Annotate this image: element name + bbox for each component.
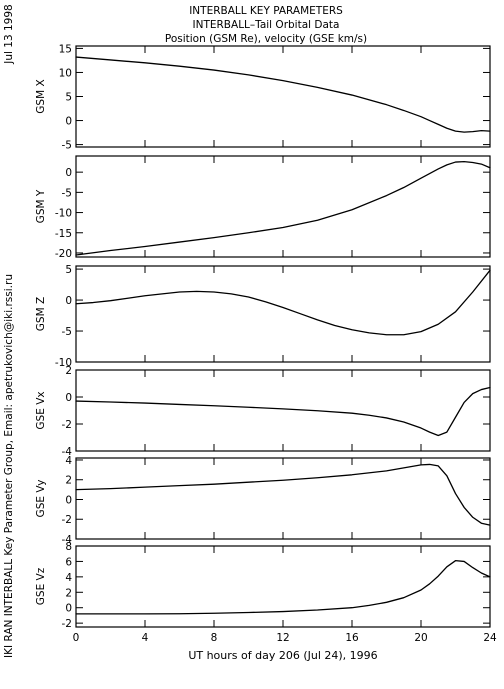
y-tick-label: 0	[65, 167, 72, 179]
y-tick-label: 8	[65, 541, 72, 553]
y-tick-label: -2	[62, 419, 72, 431]
series-line-gsm-z	[75, 269, 491, 336]
x-tick-label: 4	[142, 632, 149, 644]
y-axis-label: GSE Vz	[35, 567, 47, 605]
series-line-gsm-y	[75, 161, 491, 256]
y-tick-label: 0	[65, 116, 72, 128]
credit-line: IKI RAN INTERBALL Key Parameter Group, E…	[3, 274, 15, 658]
y-tick-label: 2	[65, 365, 72, 377]
y-tick-label: 4	[65, 455, 72, 467]
panel-frame	[75, 265, 491, 363]
y-tick-label: 0	[65, 494, 72, 506]
creation-date: Jul 13 1998	[3, 4, 15, 64]
y-tick-label: 15	[59, 43, 72, 55]
x-axis-label: UT hours of day 206 (Jul 24), 1996	[188, 649, 377, 662]
y-tick-label: 10	[59, 67, 72, 79]
y-tick-label: 5	[65, 92, 72, 104]
y-tick-label: -20	[55, 248, 72, 260]
y-tick-label: -5	[62, 326, 72, 338]
panel-frame	[75, 457, 491, 540]
panel-gse-vz: -2 0 2 4 6 8 GSE Vz	[35, 541, 491, 630]
y-tick-label: 2	[65, 587, 72, 599]
x-tick-label: 12	[276, 632, 289, 644]
x-tick-label: 16	[345, 632, 359, 644]
y-axis-label: GSM Y	[35, 189, 47, 223]
y-tick-label: -15	[55, 228, 72, 240]
series-line-gse-vx	[75, 386, 491, 437]
x-tick-label: 20	[414, 632, 427, 644]
x-tick-labels: 0 4 8 12 16 20 24	[73, 632, 497, 644]
series-line-gse-vz	[75, 560, 491, 615]
series-line-gsm-x	[75, 56, 491, 133]
panel-gse-vy: -4 -2 0 2 4 GSE Vy	[35, 455, 491, 546]
chart-title: INTERBALL KEY PARAMETERS	[189, 5, 343, 17]
panel-gsm-z: -10 -5 0 5 GSM Z	[35, 264, 491, 369]
panel-frame	[75, 369, 491, 452]
y-tick-label: -2	[62, 618, 72, 630]
y-tick-label: 2	[65, 475, 72, 487]
panel-gsm-y: -20 -15 -10 -5 0 GSM Y	[35, 155, 491, 260]
y-axis-label: GSE Vy	[35, 480, 47, 518]
y-tick-label: 0	[65, 603, 72, 615]
x-tick-label: 0	[73, 632, 80, 644]
panel-gsm-x: -5 0 5 10 15 GSM X	[35, 43, 491, 152]
y-axis-label: GSM X	[35, 79, 47, 113]
chart-subtitle: INTERBALL–Tail Orbital Data	[193, 19, 340, 31]
y-tick-label: -5	[62, 187, 72, 199]
y-tick-label: -4	[62, 534, 73, 546]
chart-units-line: Position (GSM Re), velocity (GSE km/s)	[165, 33, 367, 45]
y-axis-label: GSM Z	[35, 297, 47, 331]
y-tick-label: -10	[55, 208, 72, 220]
panel-gse-vx: -4 -2 0 2 GSE Vx	[35, 365, 491, 458]
panel-frame	[75, 45, 491, 148]
y-tick-label: 6	[65, 556, 72, 568]
x-tick-label: 24	[483, 632, 497, 644]
y-axis-label: GSE Vx	[35, 391, 47, 429]
y-tick-label: 4	[65, 572, 72, 584]
y-tick-label: -10	[55, 357, 72, 369]
y-tick-label: 0	[65, 295, 72, 307]
y-tick-label: -4	[62, 446, 73, 458]
y-tick-label: -5	[62, 140, 72, 152]
panel-frame	[75, 155, 491, 258]
y-tick-label: -2	[62, 514, 72, 526]
panel-frame	[75, 545, 491, 628]
x-tick-label: 8	[211, 632, 218, 644]
y-tick-label: 0	[65, 392, 72, 404]
y-tick-label: 5	[65, 264, 72, 276]
series-line-gse-vy	[75, 463, 491, 526]
